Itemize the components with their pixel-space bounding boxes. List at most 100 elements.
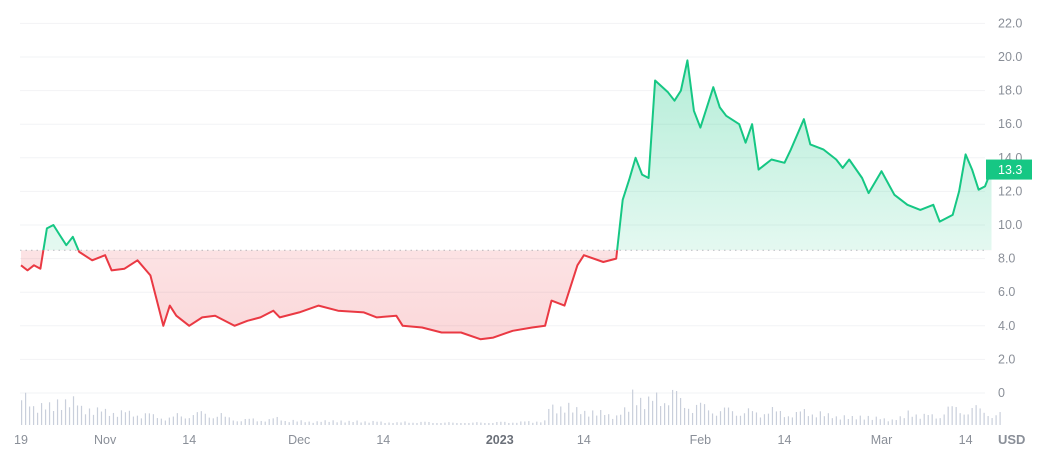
volume-bar [548, 408, 550, 425]
volume-bar [160, 418, 162, 425]
volume-bar [931, 414, 933, 425]
volume-bar [460, 423, 462, 425]
volume-bar [340, 420, 342, 425]
volume-bar [480, 422, 482, 425]
volume-bar [703, 404, 706, 425]
volume-bar [743, 413, 746, 425]
volume-bar [496, 422, 498, 425]
volume-bar [787, 416, 790, 425]
volume-bar [963, 414, 965, 425]
x-tick-label: 14 [376, 433, 390, 447]
volume-bar [915, 414, 917, 425]
volume-bar [260, 420, 262, 425]
volume-bar [771, 407, 774, 425]
price-line-up [42, 59, 993, 251]
area-fill-down [21, 250, 992, 340]
volume-bar [947, 406, 949, 425]
volume-bar [420, 421, 422, 425]
volume-bar [164, 420, 166, 425]
volume-bar [847, 419, 849, 425]
volume-bar [691, 412, 694, 425]
volume-bar [444, 422, 446, 425]
volume-bar [352, 422, 354, 425]
volume-bar [28, 406, 31, 425]
volume-bar [624, 407, 626, 425]
volume-bar [84, 414, 87, 425]
volume-bar [408, 422, 410, 425]
volume-bar [40, 403, 43, 425]
volume-bar [735, 415, 738, 425]
volume-bar [520, 421, 522, 425]
volume-bar [883, 418, 885, 425]
volume-bar [843, 415, 845, 425]
volume-bar [360, 422, 362, 425]
volume-bar [224, 416, 226, 425]
volume-bar [348, 420, 350, 425]
volume-bar [140, 418, 143, 425]
volume-bar [568, 402, 570, 425]
volume-bar [536, 421, 538, 425]
volume-bar [951, 406, 953, 425]
volume-bar [923, 413, 925, 425]
volume-bar [719, 411, 722, 425]
volume-bar [508, 423, 510, 425]
volume-bar [983, 412, 985, 425]
volume-bar [524, 421, 526, 425]
volume-bar [256, 421, 258, 425]
y-tick-label: 12.0 [998, 184, 1022, 198]
volume-bar [795, 411, 798, 425]
volume-bar [516, 422, 518, 425]
volume-bar [875, 416, 877, 425]
volume-bar [775, 411, 778, 425]
volume-bar [911, 416, 913, 425]
volume-bar [668, 405, 670, 425]
volume-bar [747, 408, 750, 425]
volume-bar [887, 421, 889, 425]
volume-bar [592, 410, 594, 425]
x-tick-label: 19 [14, 433, 28, 447]
volume-bar [116, 416, 119, 425]
volume-bar [48, 402, 51, 425]
volume-bar [987, 416, 989, 425]
volume-bar [220, 413, 222, 425]
volume-bar [572, 412, 574, 425]
volume-bar [440, 423, 442, 425]
volume-bar [232, 420, 234, 425]
volume-bar [500, 421, 502, 425]
x-tick-label: 14 [577, 433, 591, 447]
volume-bar [671, 389, 674, 425]
volume-bar [683, 407, 686, 425]
volume-bar [552, 404, 554, 425]
volume-bar [751, 411, 754, 425]
volume-bar [312, 422, 314, 425]
volume-bar [903, 418, 905, 425]
volume-bar [955, 407, 957, 425]
volume-bar [584, 410, 586, 425]
volume-bar [336, 422, 338, 425]
volume-bar [176, 413, 178, 425]
volume-bar [404, 421, 406, 425]
volume-bar [192, 415, 194, 425]
volume-bar [783, 417, 786, 425]
volume-bar [727, 407, 730, 425]
volume-bar [196, 412, 198, 425]
volume-bar [432, 422, 434, 425]
volume-bar [452, 422, 454, 425]
volume-bar [588, 416, 590, 425]
volume-bar [276, 416, 278, 425]
volume-bar [236, 421, 238, 425]
volume-bar [731, 411, 734, 425]
volume-bar [999, 412, 1001, 425]
volume-bar [532, 422, 534, 425]
volume-bar [803, 409, 805, 425]
volume-bar [264, 421, 266, 425]
volume-bar [504, 421, 506, 425]
volume-bar [368, 422, 370, 425]
volume-bar [779, 410, 782, 425]
volume-bar [100, 411, 103, 425]
y-tick-label: 18.0 [998, 84, 1022, 98]
volume-bar [468, 423, 470, 425]
volume-bar [711, 413, 714, 425]
volume-bar [867, 415, 869, 425]
